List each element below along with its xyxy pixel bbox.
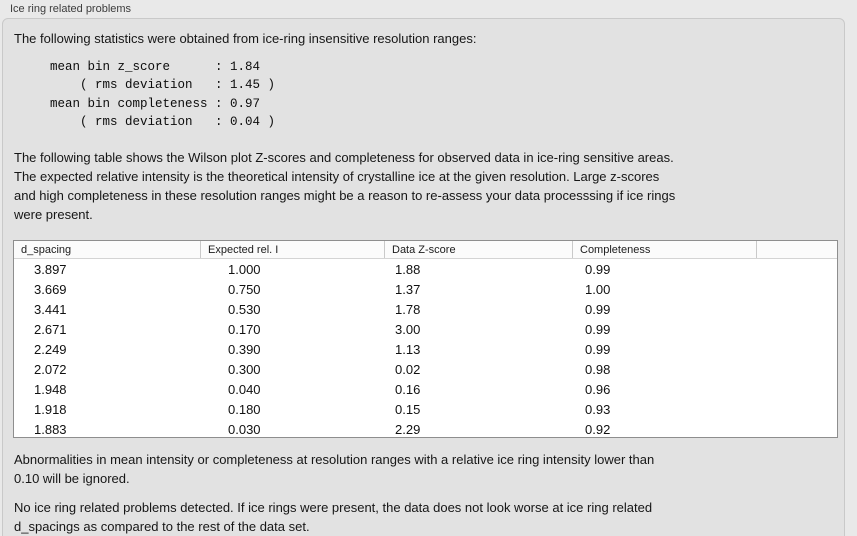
table-cell: 0.750: [228, 281, 261, 297]
table-cell: 2.29: [395, 421, 421, 437]
table-cell: 0.99: [585, 261, 611, 277]
table-cell: 0.300: [228, 361, 261, 377]
table-cell: 1.000: [228, 261, 261, 277]
table-description-text: The following table shows the Wilson plo…: [14, 150, 676, 222]
column-header-d-spacing[interactable]: d_spacing: [21, 243, 72, 256]
column-header-data-z-score[interactable]: Data Z-score: [384, 241, 572, 258]
stats-summary-block: mean bin z_score : 1.84 ( rms deviation …: [50, 60, 276, 130]
table-row[interactable]: 3.897 1.000 1.88 0.99: [14, 259, 837, 279]
ice-ring-panel: The following statistics were obtained f…: [2, 18, 845, 536]
table-cell: 1.883: [34, 421, 67, 437]
table-cell: 2.249: [34, 341, 67, 357]
table-cell: 0.99: [585, 301, 611, 317]
conclusion-text: No ice ring related problems detected. I…: [14, 500, 653, 534]
table-cell: 2.671: [34, 321, 67, 337]
table-cell-filler: [756, 379, 837, 399]
table-cell: 3.441: [34, 301, 67, 317]
table-cell: 0.16: [395, 381, 421, 397]
table-cell: 2.072: [34, 361, 67, 377]
table-cell-filler: [756, 399, 837, 419]
table-row[interactable]: 2.249 0.390 1.13 0.99: [14, 339, 837, 359]
table-cell-filler: [756, 299, 837, 319]
table-row[interactable]: 2.072 0.300 0.02 0.98: [14, 359, 837, 379]
table-cell-filler: [756, 319, 837, 339]
table-cell-filler: [756, 259, 837, 279]
table-cell: 3.00: [395, 321, 421, 337]
table-cell: 1.13: [395, 341, 421, 357]
table-cell-filler: [756, 279, 837, 299]
table-cell: 3.669: [34, 281, 67, 297]
table-cell: 3.897: [34, 261, 67, 277]
table-row[interactable]: 3.441 0.530 1.78 0.99: [14, 299, 837, 319]
table-cell: 0.92: [585, 421, 611, 437]
table-cell: 0.99: [585, 341, 611, 357]
ice-ring-table: d_spacing Expected rel. I Data Z-score C…: [13, 240, 838, 438]
intro-text: The following statistics were obtained f…: [14, 31, 477, 46]
column-header-expected-rel-i[interactable]: Expected rel. I: [200, 241, 384, 258]
table-cell: 1.78: [395, 301, 421, 317]
table-cell: 0.99: [585, 321, 611, 337]
table-header-row: d_spacing Expected rel. I Data Z-score C…: [14, 241, 837, 259]
panel-title: Ice ring related problems: [10, 3, 132, 15]
table-cell: 0.390: [228, 341, 261, 357]
column-header-filler: [756, 241, 837, 258]
table-cell: 0.170: [228, 321, 261, 337]
table-cell: 1.37: [395, 281, 421, 297]
table-row[interactable]: 1.918 0.180 0.15 0.93: [14, 399, 837, 419]
table-row[interactable]: 1.948 0.040 0.16 0.96: [14, 379, 837, 399]
table-cell: 1.00: [585, 281, 611, 297]
table-cell: 0.15: [395, 401, 421, 417]
ignore-note-text: Abnormalities in mean intensity or compl…: [14, 452, 655, 486]
table-cell: 0.98: [585, 361, 611, 377]
table-cell: 0.96: [585, 381, 611, 397]
table-cell: 0.040: [228, 381, 261, 397]
table-row[interactable]: 2.671 0.170 3.00 0.99: [14, 319, 837, 339]
table-cell: 0.02: [395, 361, 421, 377]
table-body: 3.897 1.000 1.88 0.99 3.669 0.750 1.37 1.00 3.44…: [14, 259, 837, 437]
table-cell: 0.030: [228, 421, 261, 437]
table-cell: 0.180: [228, 401, 261, 417]
table-cell: 0.530: [228, 301, 261, 317]
table-row[interactable]: 3.669 0.750 1.37 1.00: [14, 279, 837, 299]
table-cell: 1.88: [395, 261, 421, 277]
table-cell: 1.918: [34, 401, 67, 417]
table-cell: 0.93: [585, 401, 611, 417]
table-cell-filler: [756, 359, 837, 379]
column-header-completeness[interactable]: Completeness: [572, 241, 756, 258]
table-cell-filler: [756, 419, 837, 437]
table-cell-filler: [756, 339, 837, 359]
table-cell: 1.948: [34, 381, 67, 397]
table-row[interactable]: 1.883 0.030 2.29 0.92: [14, 419, 837, 437]
